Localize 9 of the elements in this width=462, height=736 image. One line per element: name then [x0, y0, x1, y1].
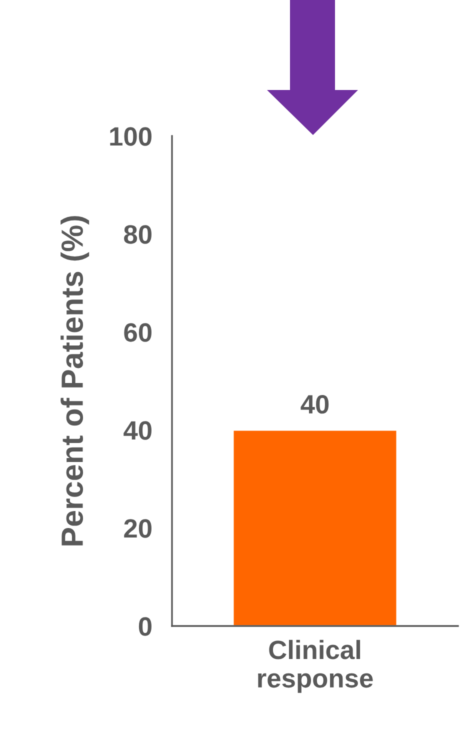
data-label: 40: [300, 394, 329, 414]
y-tick-label: 40: [124, 421, 152, 440]
y-tick-label: 100: [110, 127, 152, 146]
y-axis-title: Percent of Patients (%): [60, 216, 90, 546]
y-tick-label: 60: [124, 323, 152, 342]
y-tick-label: 20: [124, 519, 152, 538]
y-tick-label: 0: [138, 617, 152, 636]
y-tick-label: 80: [124, 225, 152, 244]
x-tick-label: Clinical response: [258, 640, 373, 693]
